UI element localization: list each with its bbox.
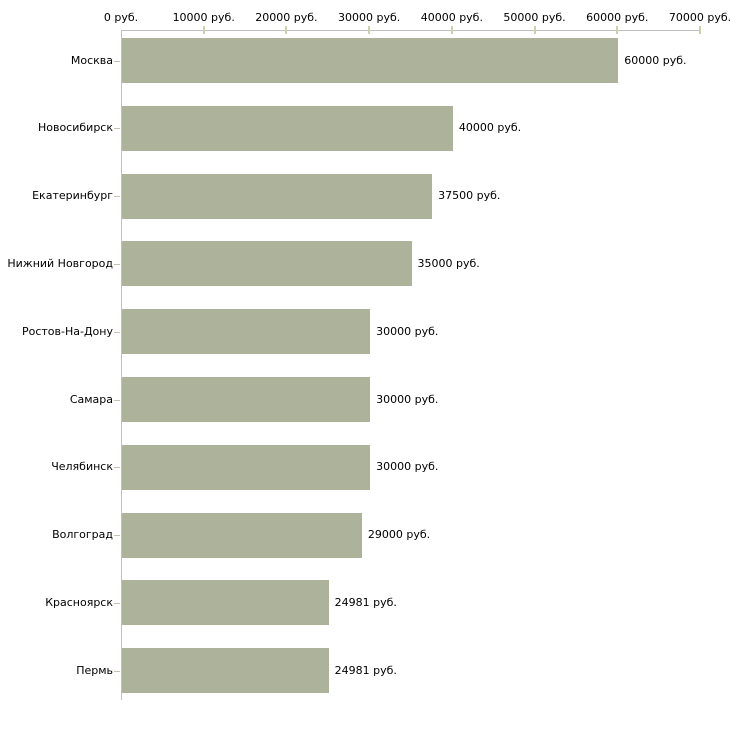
- bar: [122, 309, 371, 355]
- category-tick: [114, 61, 120, 62]
- x-axis-tick: [285, 26, 288, 34]
- bar: [122, 377, 371, 422]
- category-tick: [114, 671, 120, 672]
- x-axis-tick: [533, 26, 536, 34]
- category-tick: [114, 128, 120, 129]
- x-axis-tick-label: 30000 руб.: [338, 11, 401, 24]
- category-tick: [114, 264, 120, 265]
- x-axis-tick: [450, 26, 453, 34]
- bar: [122, 173, 433, 219]
- bar-value-label: 29000 руб.: [367, 528, 431, 542]
- category-tick: [114, 332, 120, 333]
- bar-value-label: 30000 руб.: [376, 460, 439, 474]
- x-axis-tick-label: 0 руб.: [103, 11, 139, 24]
- bar: [122, 648, 329, 694]
- x-axis-tick-label: 10000 руб.: [172, 11, 235, 24]
- bar-value-label: 24981 руб.: [334, 595, 397, 609]
- x-axis-line: [121, 30, 701, 31]
- bar-value-label: 40000 руб.: [458, 121, 522, 135]
- category-label: Красноярск: [45, 595, 113, 609]
- bar-value-label: 60000 руб.: [624, 53, 687, 67]
- category-label: Самара: [69, 392, 113, 406]
- bar: [122, 444, 371, 490]
- category-tick: [114, 196, 120, 197]
- category-tick: [114, 467, 120, 468]
- category-tick: [114, 400, 120, 401]
- bar-value-label: 37500 руб.: [438, 189, 501, 203]
- category-label: Пермь: [76, 663, 113, 677]
- x-axis-tick-label: 60000 руб.: [586, 11, 649, 24]
- bar-value-label: 24981 руб.: [334, 663, 397, 677]
- x-axis-tick-label: 70000 руб.: [668, 11, 730, 24]
- bar: [122, 512, 362, 558]
- x-axis-tick: [202, 26, 205, 34]
- y-axis-line: [121, 30, 122, 700]
- category-label: Новосибирск: [37, 121, 113, 135]
- x-axis-tick: [368, 26, 371, 34]
- category-label: Волгоград: [52, 528, 113, 542]
- x-axis-tick-label: 20000 руб.: [255, 11, 318, 24]
- category-label: Ростов-На-Дону: [21, 324, 113, 338]
- bar: [122, 105, 453, 151]
- x-axis-tick: [616, 26, 619, 34]
- x-axis-tick-label: 40000 руб.: [420, 11, 483, 24]
- x-axis-tick: [699, 26, 701, 34]
- bar-value-label: 30000 руб.: [376, 392, 439, 406]
- bar: [122, 241, 412, 287]
- x-axis-tick-label: 50000 руб.: [503, 11, 566, 24]
- category-label: Челябинск: [51, 460, 113, 474]
- bar-value-label: 30000 руб.: [376, 324, 439, 338]
- bar-value-label: 35000 руб.: [417, 256, 480, 270]
- category-tick: [114, 535, 120, 536]
- category-label: Москва: [70, 53, 113, 67]
- category-label: Екатеринбург: [32, 189, 113, 203]
- bar: [122, 38, 619, 83]
- category-label: Нижний Новгород: [7, 256, 113, 270]
- bar: [122, 580, 329, 626]
- category-tick: [114, 603, 120, 604]
